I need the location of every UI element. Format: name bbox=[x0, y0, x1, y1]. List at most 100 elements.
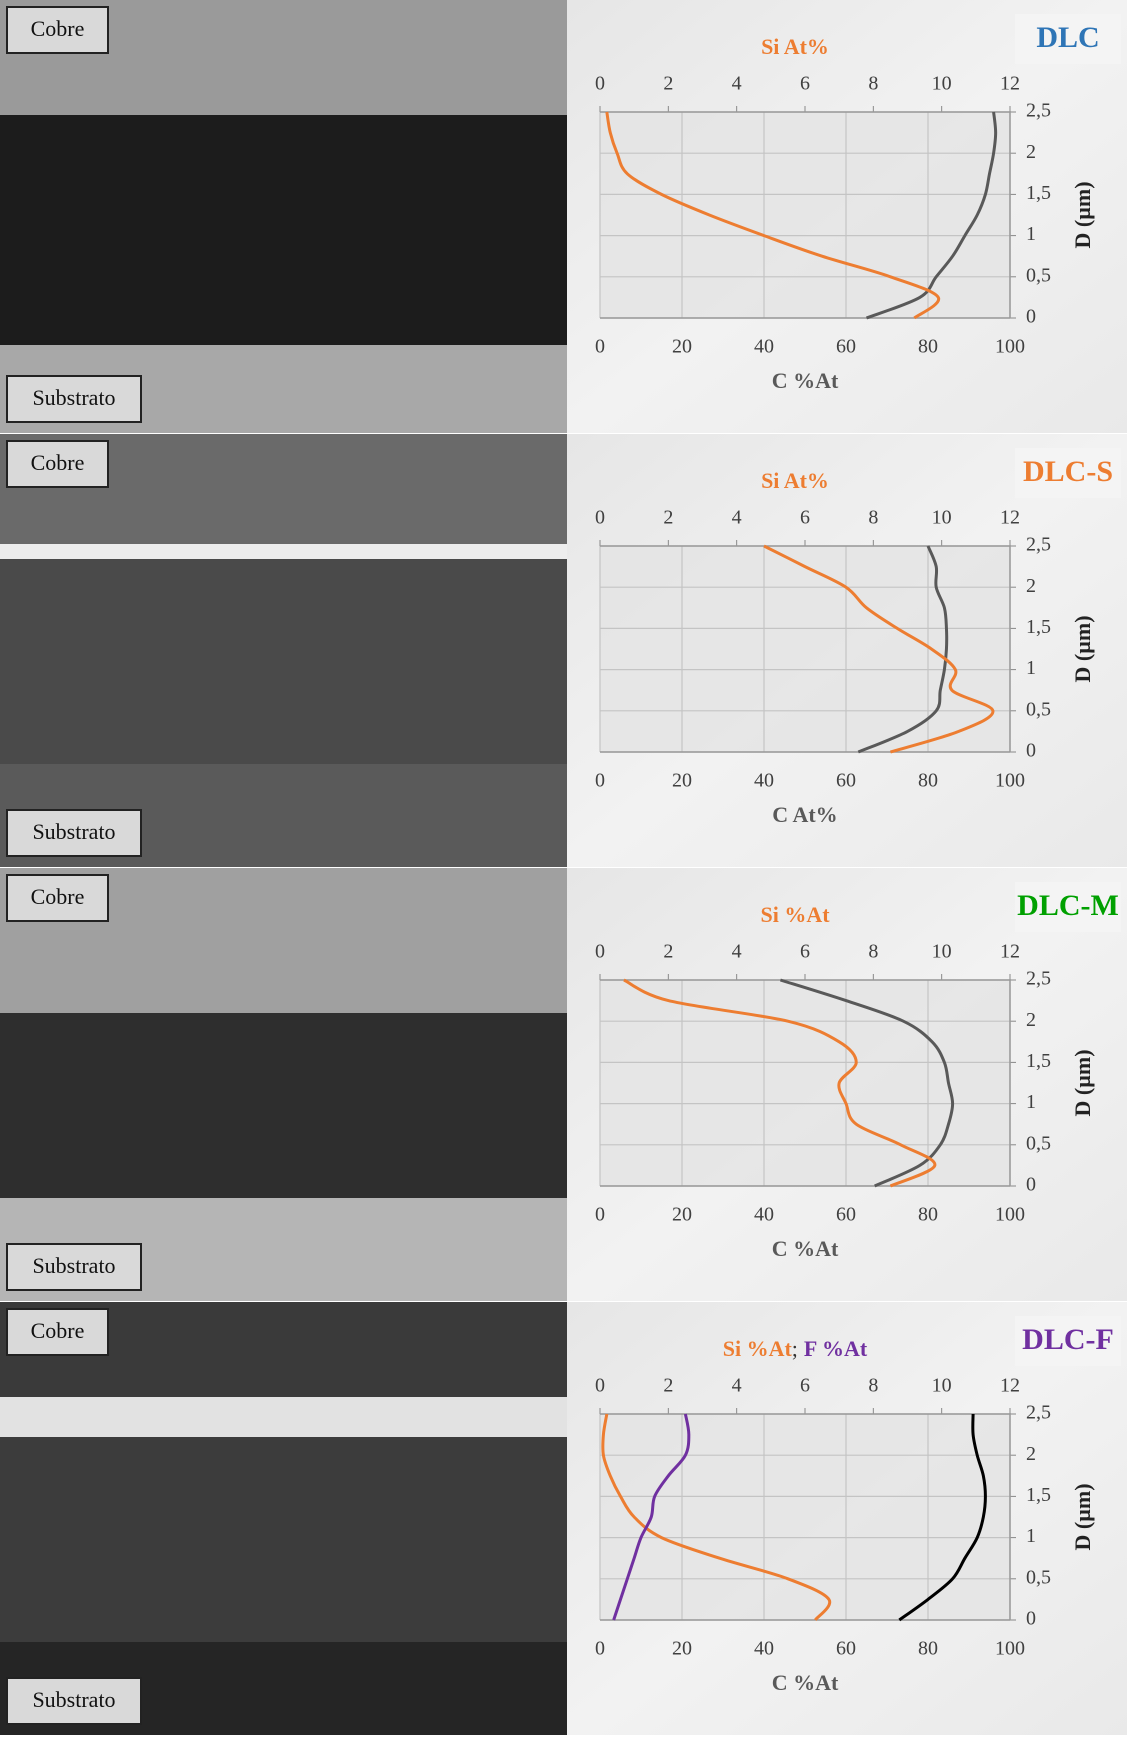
y-tick-label: 0,5 bbox=[1026, 1132, 1051, 1154]
panel-label: DLC-S bbox=[1023, 455, 1113, 488]
x2-tick-label: 0 bbox=[595, 941, 605, 963]
y-tick-label: 1,5 bbox=[1026, 1484, 1051, 1506]
x-tick-label: 40 bbox=[754, 336, 774, 358]
y-axis-title: D (µm) bbox=[1070, 181, 1095, 248]
x-tick-label: 0 bbox=[595, 770, 605, 792]
y-axis-title: D (µm) bbox=[1070, 1049, 1095, 1116]
annotation: Cobre bbox=[31, 16, 85, 41]
x-tick-label: 0 bbox=[595, 1204, 605, 1226]
y-tick-label: 2 bbox=[1026, 575, 1036, 597]
y-tick-label: 1 bbox=[1026, 223, 1036, 245]
panel-label: DLC bbox=[1036, 21, 1099, 54]
annotation: Substrato bbox=[32, 385, 115, 410]
y-tick-label: 0 bbox=[1026, 306, 1036, 328]
x2-axis-title-part: F %At bbox=[804, 1336, 868, 1361]
y-axis-title: D (µm) bbox=[1070, 1483, 1095, 1550]
x2-tick-label: 2 bbox=[663, 941, 673, 963]
panel-label: DLC-F bbox=[1022, 1323, 1114, 1356]
plot-area bbox=[600, 546, 1010, 752]
x2-tick-label: 8 bbox=[868, 507, 878, 529]
x2-tick-label: 12 bbox=[1000, 507, 1020, 529]
x2-tick-label: 2 bbox=[663, 507, 673, 529]
plot-area bbox=[600, 112, 1010, 318]
y-tick-label: 2 bbox=[1026, 1009, 1036, 1031]
annotation: Cobre bbox=[31, 450, 85, 475]
x-tick-label: 20 bbox=[672, 1204, 692, 1226]
x2-tick-label: 8 bbox=[868, 73, 878, 95]
annotation: Substrato bbox=[32, 1687, 115, 1712]
x2-tick-label: 12 bbox=[1000, 941, 1020, 963]
y-tick-label: 1,5 bbox=[1026, 616, 1051, 638]
x2-tick-label: 0 bbox=[595, 507, 605, 529]
sem-band bbox=[0, 1013, 567, 1198]
sem-image bbox=[0, 434, 567, 867]
x2-tick-label: 10 bbox=[932, 507, 952, 529]
x-tick-label: 100 bbox=[995, 1638, 1025, 1660]
y-tick-label: 1 bbox=[1026, 657, 1036, 679]
x2-axis-title-part: Si %At bbox=[723, 1336, 793, 1361]
x2-tick-label: 0 bbox=[595, 73, 605, 95]
annotation: Cobre bbox=[31, 1318, 85, 1343]
x2-tick-label: 10 bbox=[932, 1375, 952, 1397]
x2-tick-label: 6 bbox=[800, 1375, 810, 1397]
sem-image bbox=[0, 0, 567, 433]
x2-tick-label: 2 bbox=[663, 1375, 673, 1397]
x2-tick-label: 12 bbox=[1000, 1375, 1020, 1397]
x-tick-label: 80 bbox=[918, 1204, 938, 1226]
annotation: Cobre bbox=[31, 884, 85, 909]
x2-tick-label: 10 bbox=[932, 941, 952, 963]
annotation: Substrato bbox=[32, 819, 115, 844]
x-tick-label: 0 bbox=[595, 336, 605, 358]
x-tick-label: 20 bbox=[672, 770, 692, 792]
y-tick-label: 1 bbox=[1026, 1091, 1036, 1113]
y-tick-label: 2,5 bbox=[1026, 534, 1051, 556]
x2-axis-title-part: Si %At bbox=[760, 902, 830, 927]
x2-tick-label: 6 bbox=[800, 73, 810, 95]
y-tick-label: 1,5 bbox=[1026, 1050, 1051, 1072]
y-tick-label: 1,5 bbox=[1026, 182, 1051, 204]
y-tick-label: 2 bbox=[1026, 141, 1036, 163]
x2-tick-label: 8 bbox=[868, 1375, 878, 1397]
x2-axis-title-part: Si At% bbox=[761, 468, 829, 493]
panel-label: DLC-M bbox=[1017, 889, 1119, 922]
x-tick-label: 0 bbox=[595, 1638, 605, 1660]
x-tick-label: 80 bbox=[918, 1638, 938, 1660]
x2-tick-label: 4 bbox=[732, 1375, 742, 1397]
x2-tick-label: 10 bbox=[932, 73, 952, 95]
x-tick-label: 60 bbox=[836, 1204, 856, 1226]
y-tick-label: 0 bbox=[1026, 1608, 1036, 1630]
x2-axis-title-part: Si At% bbox=[761, 34, 829, 59]
panel: CobreSubstratoDLC-S00,511,522,5020406080… bbox=[0, 434, 1127, 867]
x2-tick-label: 8 bbox=[868, 941, 878, 963]
y-tick-label: 0 bbox=[1026, 1174, 1036, 1196]
sem-band bbox=[0, 115, 567, 345]
sem-band bbox=[0, 1437, 567, 1642]
sem-image bbox=[0, 868, 567, 1301]
panel: CobreSubstratoDLC00,511,522,502040608010… bbox=[0, 0, 1127, 433]
x2-axis-title: Si %At bbox=[760, 902, 830, 927]
annotation: Substrato bbox=[32, 1253, 115, 1278]
x-tick-label: 20 bbox=[672, 336, 692, 358]
x-tick-label: 40 bbox=[754, 1638, 774, 1660]
x2-tick-label: 6 bbox=[800, 941, 810, 963]
x-axis-title: C %At bbox=[772, 368, 839, 393]
y-tick-label: 2 bbox=[1026, 1443, 1036, 1465]
x2-axis-title-part: ; bbox=[792, 1336, 798, 1361]
x-axis-title: C %At bbox=[772, 1236, 839, 1261]
x-tick-label: 80 bbox=[918, 770, 938, 792]
figure: CobreSubstratoDLC00,511,522,502040608010… bbox=[0, 0, 1127, 1735]
x-axis-title: C At% bbox=[772, 802, 837, 827]
sem-band bbox=[0, 544, 567, 559]
x-tick-label: 100 bbox=[995, 770, 1025, 792]
y-tick-label: 1 bbox=[1026, 1525, 1036, 1547]
x-tick-label: 40 bbox=[754, 770, 774, 792]
x-tick-label: 60 bbox=[836, 336, 856, 358]
x2-tick-label: 2 bbox=[663, 73, 673, 95]
y-axis-title: D (µm) bbox=[1070, 615, 1095, 682]
x2-tick-label: 12 bbox=[1000, 73, 1020, 95]
x-tick-label: 60 bbox=[836, 770, 856, 792]
sem-band bbox=[0, 559, 567, 764]
x2-tick-label: 0 bbox=[595, 1375, 605, 1397]
